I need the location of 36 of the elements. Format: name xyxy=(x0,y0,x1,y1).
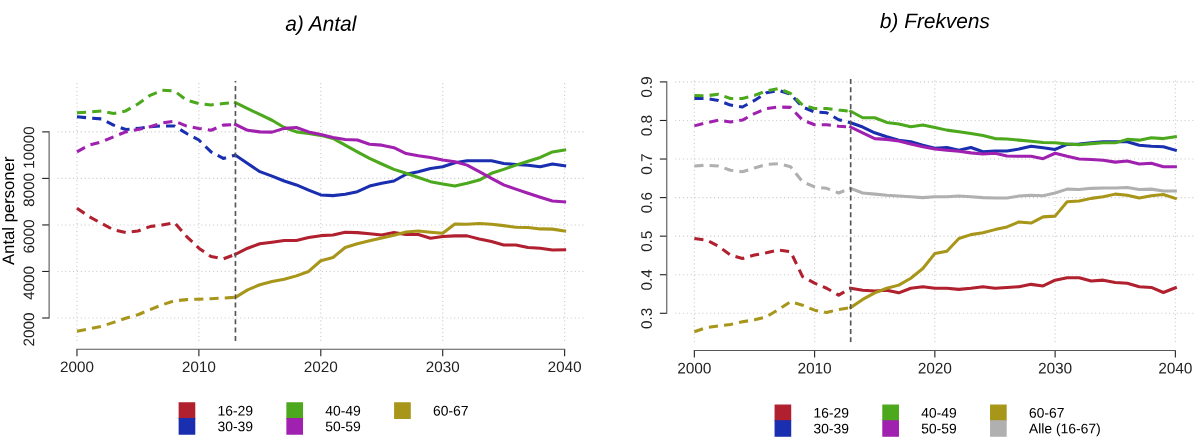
x-tick-label: 2040 xyxy=(548,361,582,373)
x-tick-label: 2010 xyxy=(798,362,831,374)
y-tick-label: 0.7 xyxy=(641,154,652,175)
x-tick-label: 2020 xyxy=(918,362,952,374)
y-tick-label: 4000 xyxy=(23,266,35,300)
y-tick-label: 0.5 xyxy=(641,231,652,252)
x-tick-label: 2000 xyxy=(678,362,711,374)
legend-label: 16-29 xyxy=(814,407,849,418)
y-tick-label: 0.6 xyxy=(641,192,652,213)
y-tick-label: 0.8 xyxy=(641,115,652,136)
chart-title: b) Frekvens xyxy=(880,12,990,33)
legend-label: Alle (16-67) xyxy=(1028,423,1100,437)
legend-label: 60-67 xyxy=(433,405,468,416)
legend-label: 50-59 xyxy=(921,423,957,434)
y-tick-label: 0.3 xyxy=(641,308,652,329)
y-tick-label: 6000 xyxy=(23,220,35,253)
y-axis-title: Antal personer xyxy=(1,156,18,265)
legend-label: 30-39 xyxy=(218,421,253,432)
legend-label: 40-49 xyxy=(921,407,957,418)
y-tick-label: 10000 xyxy=(23,126,35,168)
legend-label: 60-67 xyxy=(1029,407,1064,418)
legend-label: 50-59 xyxy=(325,421,361,432)
legend-label: 16-29 xyxy=(218,405,253,416)
y-tick-label: 8000 xyxy=(23,173,35,207)
y-tick-label: 0.9 xyxy=(641,77,652,98)
x-tick-label: 2040 xyxy=(1159,362,1192,374)
x-tick-label: 2000 xyxy=(60,361,94,373)
y-tick-label: 0.4 xyxy=(641,269,652,290)
x-tick-label: 2030 xyxy=(1038,362,1072,374)
x-tick-label: 2020 xyxy=(304,361,338,373)
legend-label: 30-39 xyxy=(813,423,849,434)
legend-label: 40-49 xyxy=(325,405,361,416)
chart-title: a) Antal xyxy=(285,15,357,36)
y-tick-label: 2000 xyxy=(23,313,35,346)
x-tick-label: 2010 xyxy=(182,361,216,373)
x-tick-label: 2030 xyxy=(426,361,460,373)
